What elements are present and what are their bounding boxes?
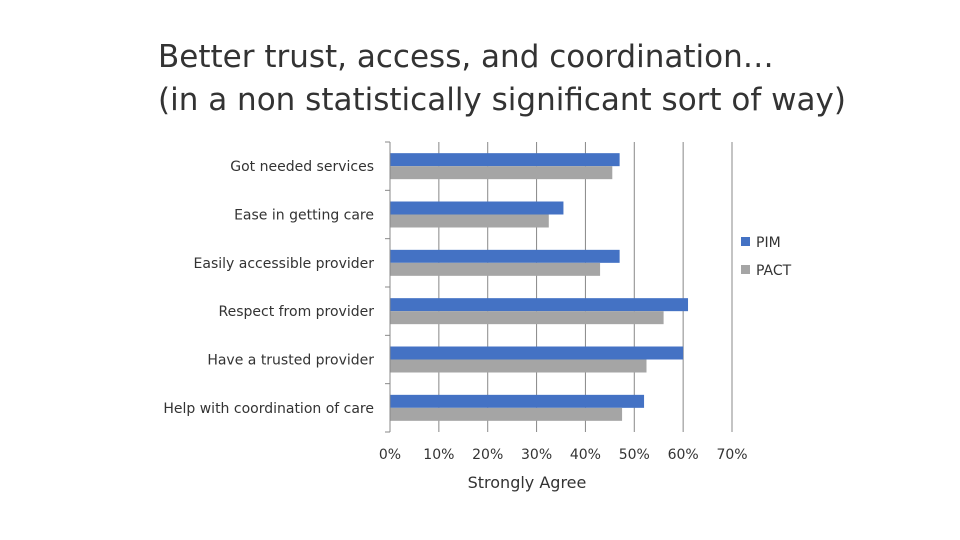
bar-pact xyxy=(390,359,647,373)
gridlines xyxy=(438,142,733,432)
slide-title-line-1: Better trust, access, and coordination… xyxy=(158,39,774,75)
x-tick-label: 60% xyxy=(668,447,699,463)
x-tick-label: 20% xyxy=(472,447,503,463)
bar-pact xyxy=(390,214,549,228)
bar-pim xyxy=(390,201,564,215)
bar-pim xyxy=(390,346,684,360)
category-label: Easily accessible provider xyxy=(194,256,375,272)
legend-swatch-pim xyxy=(741,237,750,246)
bar-pact xyxy=(390,407,623,421)
bar-pact xyxy=(390,166,613,180)
x-tick-label: 10% xyxy=(423,447,454,463)
category-label: Respect from provider xyxy=(218,304,374,320)
bar-pim xyxy=(390,394,645,408)
axes xyxy=(385,141,391,433)
bars xyxy=(390,153,689,421)
legend-label-pim: PIM xyxy=(756,235,781,251)
legend: PIM PACT xyxy=(741,235,792,279)
x-tick-label: 70% xyxy=(716,447,747,463)
bar-pact xyxy=(390,311,664,325)
x-tick-labels: 0% 10% 20% 30% 40% 50% 60% 70% xyxy=(379,447,748,463)
slide-title-line-2: (in a non statistically significant sort… xyxy=(158,82,846,118)
x-tick-label: 0% xyxy=(379,447,401,463)
bar-pim xyxy=(390,298,689,312)
category-label: Help with coordination of care xyxy=(163,401,374,417)
x-tick-label: 30% xyxy=(521,447,552,463)
category-label: Got needed services xyxy=(230,159,374,175)
x-axis-title: Strongly Agree xyxy=(468,473,587,492)
slide-title: Better trust, access, and coordination… … xyxy=(158,36,918,122)
category-label: Have a trusted provider xyxy=(207,353,374,369)
bar-pim xyxy=(390,249,620,263)
category-labels: Got needed services Ease in getting care E… xyxy=(163,159,374,417)
legend-swatch-pact xyxy=(741,265,750,274)
category-label: Ease in getting care xyxy=(234,208,374,224)
bar-pact xyxy=(390,262,601,276)
bar-pim xyxy=(390,153,620,167)
x-tick-label: 50% xyxy=(619,447,650,463)
x-tick-label: 40% xyxy=(570,447,601,463)
legend-label-pact: PACT xyxy=(756,263,792,279)
